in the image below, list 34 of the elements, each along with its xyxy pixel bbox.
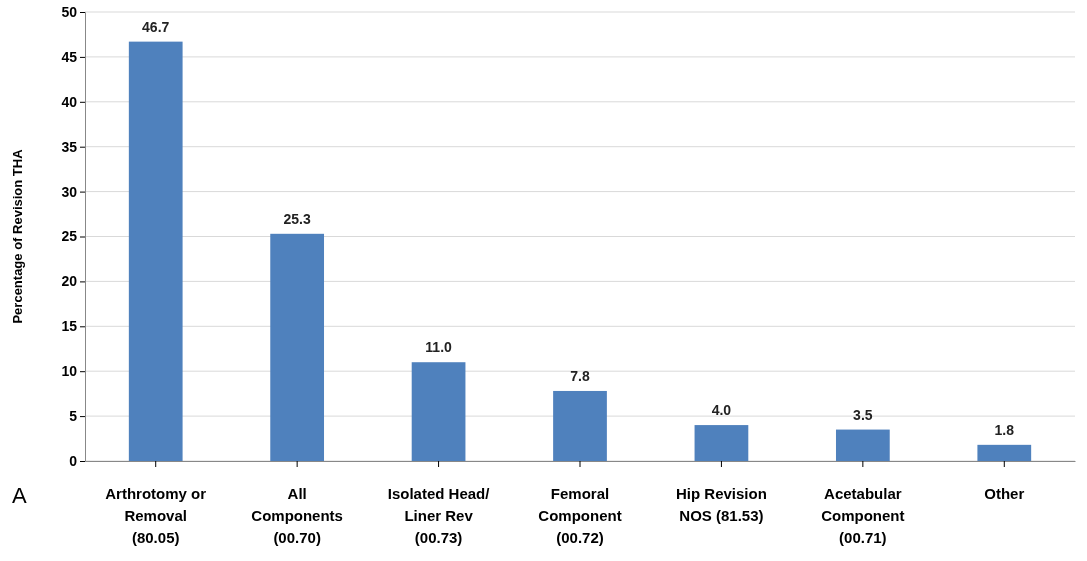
bar	[128, 41, 183, 461]
y-tick-label: 10	[61, 363, 78, 380]
data-label: 11.0	[425, 339, 453, 356]
text: A	[12, 483, 27, 508]
y-tick-label: 30	[61, 183, 78, 200]
x-tick-label: Isolated Head/ Liner Rev (00.73)	[387, 485, 491, 546]
y-tick-label: 15	[61, 318, 78, 335]
x-tick-label: Femoral Component (00.72)	[538, 485, 622, 546]
data-label: 46.7	[142, 18, 170, 35]
y-tick-label: 45	[61, 48, 78, 65]
x-tick-label: Other	[984, 485, 1025, 502]
bar	[270, 233, 325, 461]
y-tick-label: 25	[61, 228, 78, 245]
data-label: 3.5	[853, 406, 873, 423]
y-tick-label: 40	[61, 93, 78, 110]
x-tick-label: Acetabular Component (00.71)	[821, 485, 905, 546]
bar	[835, 429, 890, 461]
y-tick-label: 20	[61, 273, 78, 290]
x-tick-label: Arthrotomy or Removal (80.05)	[105, 485, 207, 546]
bar	[694, 425, 749, 461]
y-tick-label: 5	[69, 408, 78, 425]
data-label: 7.8	[570, 367, 590, 384]
data-label: 1.8	[994, 421, 1015, 438]
y-axis-title: Percentage of Revision THA	[10, 148, 25, 324]
data-label: 4.0	[711, 402, 732, 419]
y-tick-label: 35	[61, 138, 78, 155]
y-tick-label: 50	[61, 3, 78, 20]
data-label: 25.3	[283, 210, 311, 227]
x-tick-label: Hip Revision NOS (81.53)	[676, 485, 767, 524]
bar	[553, 390, 607, 461]
bar	[977, 444, 1032, 461]
bar	[411, 362, 466, 461]
x-tick-label: All Components (00.70)	[251, 485, 343, 546]
y-tick-label: 0	[69, 452, 78, 469]
